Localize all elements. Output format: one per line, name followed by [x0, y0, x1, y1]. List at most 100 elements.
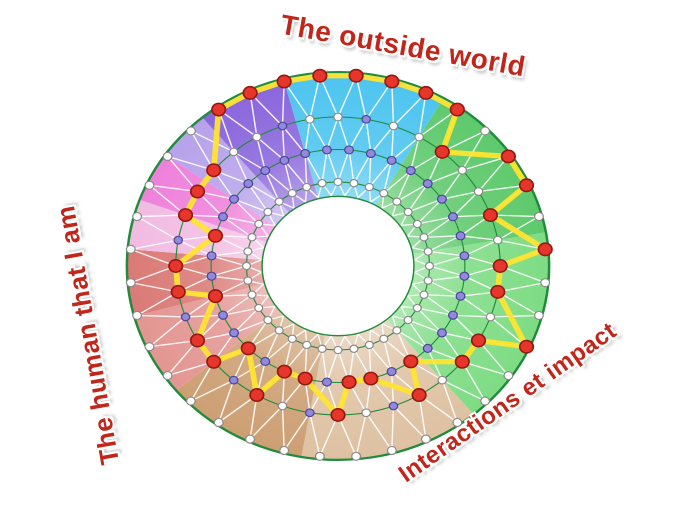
path-node[interactable]	[454, 354, 470, 369]
grid-node[interactable]	[229, 194, 240, 204]
grid-node[interactable]	[260, 165, 271, 176]
grid-node[interactable]	[459, 251, 470, 261]
grid-node[interactable]	[448, 310, 458, 320]
grid-node[interactable]	[414, 132, 424, 142]
grid-node[interactable]	[228, 375, 239, 385]
grid-node[interactable]	[361, 114, 371, 124]
grid-node[interactable]	[423, 276, 433, 285]
grid-node[interactable]	[452, 417, 463, 428]
grid-node[interactable]	[419, 290, 429, 299]
grid-node[interactable]	[403, 315, 413, 325]
grid-node[interactable]	[229, 328, 240, 338]
grid-node[interactable]	[419, 233, 429, 242]
grid-node[interactable]	[333, 345, 343, 355]
path-node[interactable]	[418, 85, 434, 100]
path-node[interactable]	[518, 178, 535, 193]
grid-node[interactable]	[386, 367, 397, 377]
grid-node[interactable]	[422, 179, 433, 189]
grid-node[interactable]	[162, 151, 173, 162]
path-node[interactable]	[492, 259, 508, 273]
grid-node[interactable]	[436, 194, 447, 204]
grid-node[interactable]	[349, 179, 359, 188]
grid-node[interactable]	[388, 121, 399, 131]
grid-node[interactable]	[243, 276, 253, 285]
grid-node[interactable]	[388, 401, 399, 411]
grid-node[interactable]	[254, 303, 264, 313]
grid-node[interactable]	[412, 219, 422, 229]
grid-node[interactable]	[455, 231, 466, 241]
grid-node[interactable]	[263, 315, 273, 325]
path-node[interactable]	[170, 284, 186, 299]
path-node[interactable]	[276, 74, 292, 89]
grid-node[interactable]	[379, 334, 389, 343]
grid-node[interactable]	[317, 179, 327, 188]
grid-node[interactable]	[185, 396, 196, 406]
grid-node[interactable]	[364, 182, 374, 192]
grid-node[interactable]	[144, 342, 155, 352]
grid-node[interactable]	[503, 370, 514, 381]
grid-node[interactable]	[361, 408, 371, 418]
path-node[interactable]	[189, 333, 206, 348]
grid-node[interactable]	[351, 451, 362, 461]
grid-node[interactable]	[422, 343, 433, 353]
path-node[interactable]	[363, 371, 379, 386]
grid-node[interactable]	[392, 326, 402, 335]
grid-node[interactable]	[333, 177, 343, 187]
path-node[interactable]	[330, 408, 346, 422]
grid-node[interactable]	[317, 344, 327, 353]
grid-node[interactable]	[218, 310, 228, 320]
path-node[interactable]	[211, 102, 227, 117]
grid-node[interactable]	[448, 212, 458, 222]
grid-node[interactable]	[213, 417, 224, 428]
grid-node[interactable]	[162, 370, 173, 381]
grid-node[interactable]	[263, 207, 273, 217]
path-node[interactable]	[168, 259, 184, 273]
grid-node[interactable]	[287, 189, 297, 198]
grid-node[interactable]	[287, 334, 297, 343]
grid-node[interactable]	[485, 312, 496, 322]
grid-node[interactable]	[243, 179, 254, 189]
grid-node[interactable]	[243, 247, 253, 256]
grid-node[interactable]	[206, 271, 217, 281]
path-node[interactable]	[207, 289, 224, 304]
path-node[interactable]	[240, 341, 256, 356]
grid-node[interactable]	[314, 451, 325, 461]
grid-node[interactable]	[277, 121, 288, 131]
grid-node[interactable]	[218, 212, 228, 222]
grid-node[interactable]	[274, 326, 284, 335]
path-node[interactable]	[242, 85, 258, 100]
grid-node[interactable]	[480, 396, 491, 406]
grid-node[interactable]	[386, 155, 397, 165]
grid-node[interactable]	[274, 197, 284, 206]
grid-node[interactable]	[245, 434, 256, 444]
path-node[interactable]	[189, 184, 206, 199]
grid-node[interactable]	[321, 145, 332, 155]
grid-node[interactable]	[279, 445, 290, 456]
grid-node[interactable]	[459, 271, 470, 281]
path-node[interactable]	[384, 74, 400, 89]
grid-node[interactable]	[540, 278, 551, 288]
grid-node[interactable]	[279, 155, 290, 165]
grid-node[interactable]	[405, 165, 416, 176]
path-node[interactable]	[411, 388, 427, 402]
grid-node[interactable]	[241, 261, 252, 271]
grid-node[interactable]	[412, 303, 422, 313]
path-node[interactable]	[276, 364, 292, 379]
grid-node[interactable]	[392, 197, 402, 206]
path-node[interactable]	[312, 68, 328, 83]
path-node[interactable]	[449, 102, 465, 117]
path-node[interactable]	[206, 354, 222, 369]
path-node[interactable]	[518, 339, 535, 354]
grid-node[interactable]	[132, 310, 143, 321]
grid-node[interactable]	[423, 247, 433, 256]
path-node[interactable]	[500, 149, 516, 164]
path-node[interactable]	[249, 388, 265, 402]
grid-node[interactable]	[424, 261, 435, 271]
path-node[interactable]	[482, 208, 499, 223]
grid-node[interactable]	[252, 132, 262, 142]
grid-node[interactable]	[364, 340, 374, 350]
grid-node[interactable]	[180, 312, 191, 322]
path-node[interactable]	[206, 163, 222, 178]
grid-node[interactable]	[386, 445, 397, 456]
grid-node[interactable]	[185, 126, 196, 136]
